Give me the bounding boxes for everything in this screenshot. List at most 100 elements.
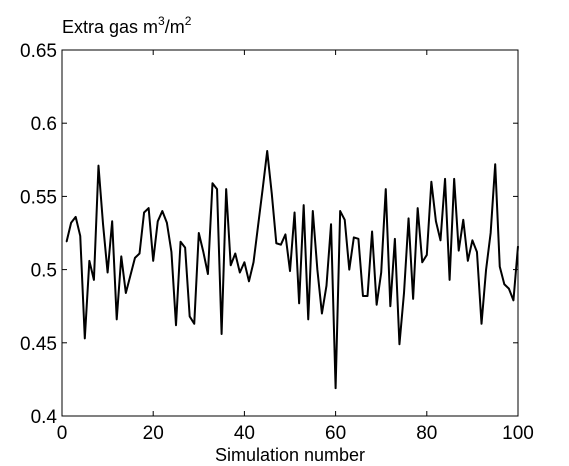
data-point <box>179 241 182 243</box>
data-point <box>202 251 204 253</box>
data-point <box>467 260 469 262</box>
data-point <box>330 223 332 225</box>
data-point <box>439 239 442 241</box>
y-tick-label: 0.45 <box>20 334 57 355</box>
data-point <box>508 288 510 290</box>
axis-ticks <box>61 49 519 417</box>
x-tick-label: 60 <box>325 423 346 444</box>
data-point <box>335 387 337 389</box>
data-point <box>503 283 505 285</box>
data-point <box>389 305 391 307</box>
y-tick-label: 0.6 <box>31 114 57 135</box>
data-point <box>75 216 77 218</box>
data-point <box>143 211 145 214</box>
data-point <box>499 266 501 268</box>
data-point <box>380 271 382 274</box>
data-point <box>207 273 209 275</box>
data-point <box>407 217 410 219</box>
x-tick-label: 0 <box>57 423 68 444</box>
data-point <box>471 239 473 241</box>
data-point <box>312 210 314 212</box>
x-tick-label: 20 <box>143 423 164 444</box>
y-axis-title: Extra gas m3/m2 <box>62 14 192 37</box>
data-point <box>234 252 236 255</box>
data-point <box>193 323 195 325</box>
data-point <box>485 269 487 271</box>
data-point <box>102 223 104 225</box>
data-point <box>385 188 387 190</box>
data-point <box>449 279 451 281</box>
data-point <box>198 232 200 234</box>
data-points <box>65 150 519 389</box>
data-point <box>107 271 109 274</box>
data-point <box>275 242 277 244</box>
data-point <box>189 315 191 318</box>
data-point <box>284 233 287 236</box>
data-point <box>129 274 131 277</box>
data-point <box>97 165 100 167</box>
data-point <box>175 324 177 326</box>
data-point <box>248 280 250 282</box>
data-point <box>316 269 318 271</box>
data-point <box>93 279 95 281</box>
data-point <box>243 261 245 263</box>
data-point <box>271 192 273 195</box>
data-point <box>394 238 396 240</box>
x-axis-title: Simulation number <box>215 445 365 465</box>
data-point <box>476 251 478 253</box>
data-point <box>339 210 341 212</box>
data-point <box>321 312 323 315</box>
data-point <box>79 235 81 237</box>
data-point <box>517 245 519 247</box>
y-tick-label: 0.65 <box>20 41 57 62</box>
data-point <box>430 181 432 183</box>
data-point <box>161 210 163 212</box>
data-point <box>458 249 460 252</box>
data-point <box>344 219 346 221</box>
data-point <box>166 222 168 224</box>
data-point <box>512 299 515 301</box>
data-point <box>426 254 428 256</box>
data-point <box>435 220 437 222</box>
data-point <box>490 232 492 234</box>
data-point <box>184 247 186 249</box>
data-point <box>303 204 305 206</box>
data-point <box>152 260 154 262</box>
data-point <box>417 207 419 209</box>
y-tick-label: 0.4 <box>31 407 58 428</box>
data-point <box>116 318 118 320</box>
data-point <box>221 333 223 335</box>
data-point <box>65 241 68 243</box>
data-point <box>280 244 282 246</box>
y-tick-label: 0.55 <box>20 187 57 208</box>
x-tick-label: 40 <box>234 423 255 444</box>
data-point <box>170 251 173 253</box>
data-point <box>111 220 113 222</box>
data-point <box>230 264 232 266</box>
data-point <box>307 318 309 320</box>
data-point <box>462 219 464 221</box>
data-point <box>348 269 350 271</box>
data-point <box>421 261 423 263</box>
data-point <box>480 323 483 325</box>
data-point <box>362 295 364 297</box>
data-point <box>157 220 159 222</box>
data-point <box>252 261 255 263</box>
data-point <box>88 260 90 262</box>
y-tick-label: 0.5 <box>31 261 57 282</box>
data-point <box>366 295 369 297</box>
data-point <box>289 270 291 272</box>
x-tick-label: 100 <box>502 423 534 444</box>
data-point <box>494 163 496 165</box>
data-point <box>216 188 218 190</box>
x-tick-label: 80 <box>416 423 437 444</box>
data-point <box>134 257 136 259</box>
data-point <box>353 236 355 238</box>
data-point <box>148 207 150 209</box>
data-point <box>293 211 296 214</box>
data-line <box>65 150 519 390</box>
data-point <box>239 271 241 274</box>
data-point <box>398 343 401 345</box>
data-point <box>412 298 414 300</box>
